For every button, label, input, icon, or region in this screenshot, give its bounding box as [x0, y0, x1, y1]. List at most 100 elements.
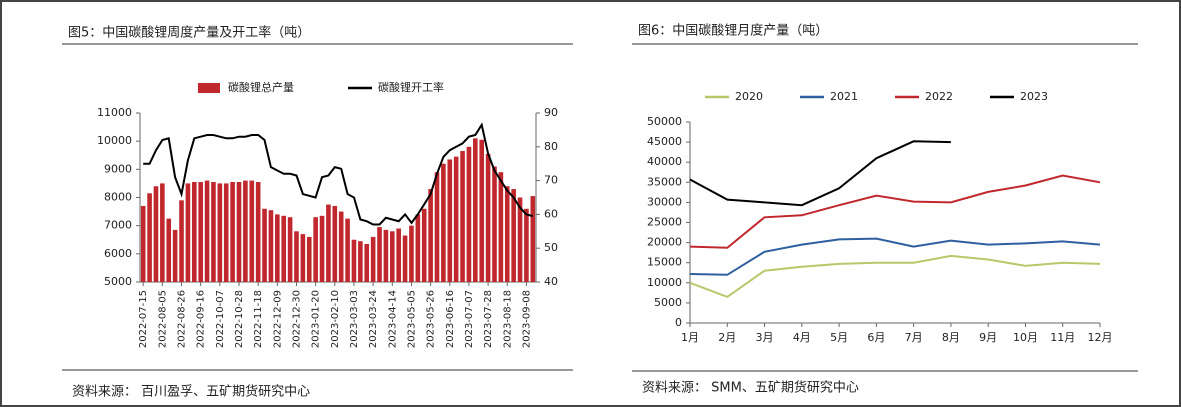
x-tick-label: 2022-11-18: [253, 290, 264, 348]
x-tick-label: 2023-08-18: [502, 290, 513, 348]
y-tick-label: 30000: [647, 195, 682, 208]
bar: [389, 231, 395, 282]
bar: [160, 183, 165, 282]
bar: [402, 235, 408, 282]
y-tick-label: 50000: [647, 115, 682, 128]
bar: [243, 180, 248, 282]
x-tick-label: 2月: [718, 331, 736, 344]
legend-label: 2022: [925, 90, 953, 103]
x-tick-label: 10月: [1013, 331, 1038, 344]
y-tick-label: 10000: [647, 276, 682, 289]
x-tick-label: 2023-09-08: [521, 290, 532, 348]
x-tick-label: 2023-07-28: [483, 290, 494, 348]
bar: [140, 205, 146, 282]
bar: [326, 204, 331, 282]
bar: [306, 236, 312, 282]
y-tick-label: 5000: [654, 296, 682, 309]
x-tick-label: 2022-12-30: [291, 290, 302, 348]
legend-label: 2021: [830, 90, 858, 103]
x-tick-label: 2023-05-05: [406, 290, 417, 348]
bar: [466, 146, 472, 282]
y-tick-label: 7000: [104, 219, 132, 232]
legend-label: 碳酸锂总产量: [228, 80, 294, 94]
line-series: [689, 140, 951, 207]
bar: [492, 166, 497, 282]
y-tick-label: 8000: [104, 191, 132, 204]
bar: [275, 214, 280, 282]
y-tick-label: 25000: [647, 216, 682, 229]
bar: [460, 151, 465, 282]
bar: [147, 193, 152, 282]
bar: [300, 234, 306, 282]
bar: [198, 182, 203, 282]
x-tick-label: 4月: [793, 331, 811, 344]
x-tick-label: 1月: [681, 331, 699, 344]
x-tick-label: 2023-07-07: [464, 290, 475, 348]
x-tick-label: 2023-02-10: [330, 290, 341, 348]
bar: [255, 182, 261, 282]
x-tick-label: 2022-10-07: [215, 290, 226, 348]
bar: [485, 153, 491, 282]
x-tick-label: 2022-08-05: [157, 290, 168, 348]
y2-tick-label: 60: [544, 207, 558, 220]
x-tick-label: 2023-06-16: [445, 290, 456, 348]
y-tick-label: 6000: [104, 247, 132, 260]
source: 资料来源： 百川盈孚、五矿期货研究中心: [72, 384, 310, 400]
source: 资料来源： SMM、五矿期货研究中心: [642, 380, 859, 396]
bar: [230, 182, 235, 282]
x-tick-label: 8月: [942, 331, 960, 344]
legend-label: 2020: [735, 90, 763, 103]
y-tick-label: 5000: [104, 275, 132, 288]
bar: [294, 231, 299, 282]
bar: [504, 186, 510, 282]
x-tick-label: 6月: [867, 331, 885, 344]
legend-label: 2023: [1020, 90, 1048, 103]
x-tick-label: 2023-05-26: [426, 290, 437, 348]
bar: [281, 215, 287, 282]
bar: [166, 218, 172, 282]
bar: [479, 139, 485, 282]
bar: [236, 182, 242, 282]
y2-tick-label: 70: [544, 174, 558, 187]
bar: [204, 180, 210, 282]
bar: [453, 156, 459, 282]
bar: [415, 214, 421, 282]
bar: [287, 217, 293, 282]
bar: [498, 172, 504, 282]
y-tick-label: 45000: [647, 135, 682, 148]
x-tick-label: 2022-08-26: [177, 290, 188, 348]
x-tick-label: 2023-03-03: [349, 290, 360, 348]
bar: [441, 163, 446, 282]
x-tick-label: 12月: [1088, 331, 1113, 344]
chart-title: 图6：中国碳酸锂月度产量（吨）: [638, 23, 828, 39]
bar: [364, 243, 370, 282]
y-tick-label: 9000: [104, 162, 132, 175]
y2-tick-label: 80: [544, 140, 558, 153]
x-tick-label: 7月: [905, 331, 923, 344]
bar: [345, 218, 350, 282]
x-tick-label: 2023-01-20: [311, 290, 322, 348]
bar: [262, 208, 267, 282]
bar: [421, 208, 427, 282]
bar: [370, 236, 376, 282]
bar: [377, 227, 382, 282]
y-tick-label: 11000: [97, 106, 132, 119]
y-tick-label: 15000: [647, 256, 682, 269]
bar: [249, 180, 255, 282]
bar: [530, 196, 536, 282]
bar: [351, 239, 357, 282]
x-tick-label: 2022-10-28: [234, 290, 245, 348]
bar: [511, 189, 516, 282]
bar: [332, 205, 338, 282]
bar: [396, 228, 401, 282]
bar: [517, 197, 523, 282]
bar: [313, 217, 318, 282]
x-tick-label: 2023-04-14: [387, 290, 398, 348]
bar: [524, 208, 529, 282]
bar: [223, 183, 229, 282]
bar: [409, 225, 414, 282]
chart-title: 图5：中国碳酸锂周度产量及开工率（吨）: [68, 25, 310, 41]
bar: [217, 183, 223, 282]
x-tick-label: 3月: [756, 331, 774, 344]
bar: [338, 211, 344, 282]
